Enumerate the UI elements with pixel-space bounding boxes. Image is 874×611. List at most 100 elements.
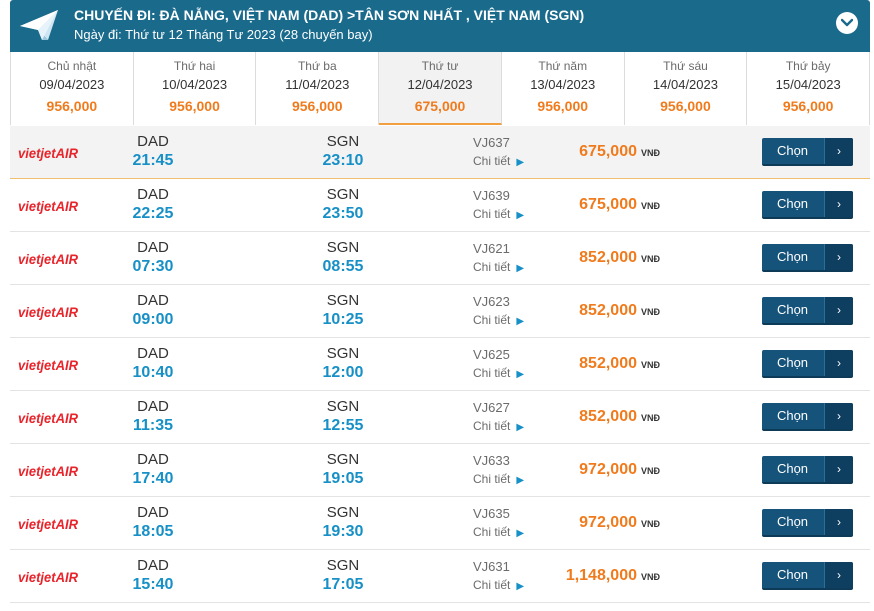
logo-text: vietjetAIR <box>18 569 79 585</box>
departure-airport-code: DAD <box>137 398 169 415</box>
arrival-time: 10:25 <box>322 311 364 328</box>
route-title: CHUYẾN ĐI: ĐÀ NẴNG, VIỆT NAM (DAD) >TÂN … <box>74 7 585 23</box>
fare-price: 852,000 <box>579 408 637 425</box>
chevron-right-icon: › <box>824 403 853 429</box>
fare-price: 675,000 <box>579 196 637 213</box>
logo-text: vietjetAIR <box>18 410 79 426</box>
vietjet-air-logo: vietjetAIR <box>18 145 79 161</box>
choose-button[interactable]: Chọn › <box>762 191 853 219</box>
flight-number: VJ635 <box>473 506 510 521</box>
arrival-time: 17:05 <box>322 576 364 593</box>
vietjet-air-logo: vietjetAIR <box>18 463 79 479</box>
flight-number: VJ621 <box>473 241 510 256</box>
chevron-right-icon: › <box>824 456 853 482</box>
date-selector: Chủ nhật 09/04/2023 956,000 Thứ hai 10/04/20… <box>10 52 870 125</box>
flight-details-link[interactable]: Chi tiết ▶ <box>473 207 524 221</box>
flight-details-link[interactable]: Chi tiết ▶ <box>473 578 524 592</box>
flight-row: vietjetAIR DAD 07:30 SGN 08:55 VJ621 Chi tiết ▶… <box>10 232 870 285</box>
details-label: Chi tiết <box>473 419 511 433</box>
arrival-time: 23:50 <box>322 205 364 222</box>
fare-price: 675,000 <box>579 143 637 160</box>
departure-time: 09:00 <box>132 311 174 328</box>
departure-airport-code: DAD <box>137 292 169 309</box>
choose-button[interactable]: Chọn › <box>762 456 853 484</box>
choose-button[interactable]: Chọn › <box>762 403 853 431</box>
date-option[interactable]: Thứ tư 12/04/2023 675,000 <box>379 52 502 125</box>
arrival-time: 08:55 <box>322 258 364 275</box>
chevron-down-icon <box>841 18 853 27</box>
flight-details-link[interactable]: Chi tiết ▶ <box>473 472 524 486</box>
flight-details-link[interactable]: Chi tiết ▶ <box>473 419 524 433</box>
choose-label: Chọn <box>776 567 809 582</box>
flight-details-link[interactable]: Chi tiết ▶ <box>473 366 524 380</box>
date-option[interactable]: Thứ sáu 14/04/2023 956,000 <box>625 52 748 125</box>
paper-plane-icon <box>20 10 58 40</box>
arrival-airport-code: SGN <box>326 398 360 415</box>
choose-label: Chọn <box>776 302 809 317</box>
flight-row: vietjetAIR DAD 21:45 SGN 23:10 VJ637 Chi tiết ▶… <box>10 126 870 179</box>
fare-price: 852,000 <box>579 302 637 319</box>
choose-button[interactable]: Chọn › <box>762 138 853 166</box>
choose-button[interactable]: Chọn › <box>762 350 853 378</box>
flight-row: vietjetAIR DAD 22:25 SGN 23:50 VJ639 Chi tiết ▶… <box>10 179 870 232</box>
caret-right-icon: ▶ <box>516 422 525 433</box>
currency-label: VNĐ <box>641 519 661 529</box>
caret-right-icon: ▶ <box>516 210 525 221</box>
caret-right-icon: ▶ <box>516 157 525 168</box>
flight-list: vietjetAIR DAD 21:45 SGN 23:10 VJ637 Chi tiết ▶… <box>10 126 870 603</box>
flight-number: VJ631 <box>473 559 510 574</box>
lowest-price: 956,000 <box>660 98 711 114</box>
day-of-week: Thứ sáu <box>663 59 708 73</box>
departure-airport-code: DAD <box>137 345 169 362</box>
choose-button[interactable]: Chọn › <box>762 509 853 537</box>
caret-right-icon: ▶ <box>516 581 525 592</box>
departure-airport-code: DAD <box>137 504 169 521</box>
date-value: 13/04/2023 <box>530 77 596 92</box>
logo-text: vietjetAIR <box>18 251 79 267</box>
logo-text: vietjetAIR <box>18 463 79 479</box>
route-header: CHUYẾN ĐI: ĐÀ NẴNG, VIỆT NAM (DAD) >TÂN … <box>10 0 870 52</box>
day-of-week: Thứ năm <box>538 59 588 73</box>
chevron-right-icon: › <box>824 297 853 323</box>
flight-details-link[interactable]: Chi tiết ▶ <box>473 154 524 168</box>
vietjet-air-logo: vietjetAIR <box>18 198 79 214</box>
details-label: Chi tiết <box>473 366 511 380</box>
flight-number: VJ623 <box>473 294 510 309</box>
choose-label: Chọn <box>776 196 809 211</box>
choose-button[interactable]: Chọn › <box>762 297 853 325</box>
flight-details-link[interactable]: Chi tiết ▶ <box>473 260 524 274</box>
flight-details-link[interactable]: Chi tiết ▶ <box>473 525 524 539</box>
departure-time: 15:40 <box>132 576 174 593</box>
date-value: 14/04/2023 <box>652 77 718 92</box>
currency-label: VNĐ <box>641 360 661 370</box>
arrival-airport-code: SGN <box>326 504 360 521</box>
date-option[interactable]: Thứ năm 13/04/2023 956,000 <box>502 52 625 125</box>
arrival-airport-code: SGN <box>326 557 360 574</box>
date-option[interactable]: Chủ nhật 09/04/2023 956,000 <box>11 52 134 125</box>
choose-label: Chọn <box>776 514 809 529</box>
fare-price: 852,000 <box>579 355 637 372</box>
departure-date-text: Ngày đi: Thứ tư 12 Tháng Tư 2023 (28 chu… <box>74 27 373 42</box>
date-option[interactable]: Thứ hai 10/04/2023 956,000 <box>134 52 257 125</box>
choose-button[interactable]: Chọn › <box>762 562 853 590</box>
departure-airport-code: DAD <box>137 557 169 574</box>
arrival-time: 23:10 <box>322 152 364 169</box>
details-label: Chi tiết <box>473 260 511 274</box>
flight-number: VJ639 <box>473 188 510 203</box>
logo-text: vietjetAIR <box>18 145 79 161</box>
fare-price: 852,000 <box>579 249 637 266</box>
logo-text: vietjetAIR <box>18 357 79 373</box>
chevron-right-icon: › <box>824 509 853 535</box>
collapse-button[interactable] <box>836 12 858 34</box>
departure-time: 21:45 <box>132 152 174 169</box>
flight-number: VJ637 <box>473 135 510 150</box>
currency-label: VNĐ <box>641 466 661 476</box>
date-option[interactable]: Thứ bảy 15/04/2023 956,000 <box>747 52 869 125</box>
choose-button[interactable]: Chọn › <box>762 244 853 272</box>
departure-airport-code: DAD <box>137 133 169 150</box>
flight-row: vietjetAIR DAD 10:40 SGN 12:00 VJ625 Chi tiết ▶… <box>10 338 870 391</box>
arrival-time: 12:00 <box>322 364 364 381</box>
date-option[interactable]: Thứ ba 11/04/2023 956,000 <box>256 52 380 125</box>
arrival-airport-code: SGN <box>326 239 360 256</box>
flight-details-link[interactable]: Chi tiết ▶ <box>473 313 524 327</box>
